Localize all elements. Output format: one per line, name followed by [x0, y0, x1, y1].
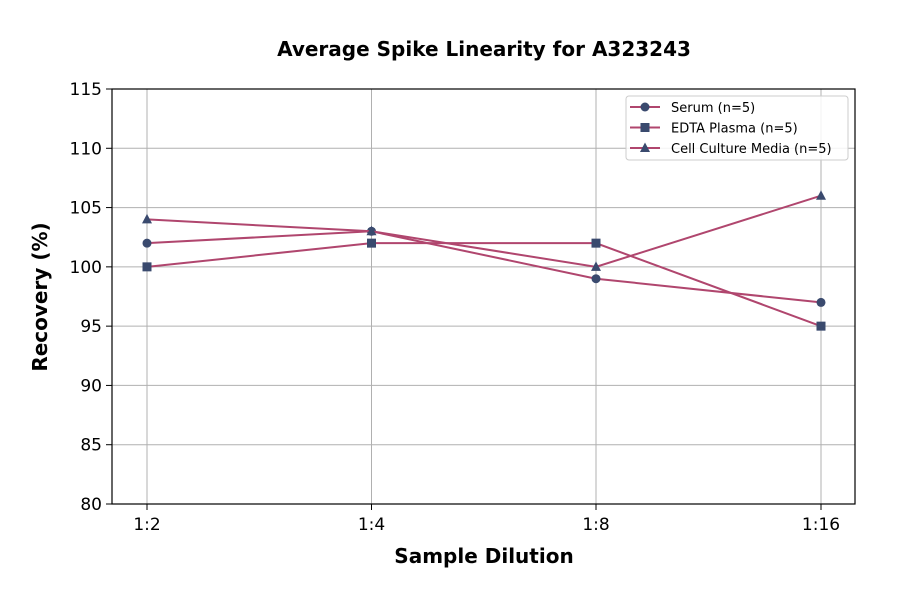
y-tick-label: 90 [80, 376, 102, 396]
data-point-0-0 [142, 238, 152, 248]
x-tick-label: 1:16 [802, 515, 840, 535]
x-axis-label: Sample Dilution [394, 544, 573, 568]
x-tick-label: 1:4 [358, 515, 385, 535]
series-line-0 [146, 230, 822, 304]
legend-marker [640, 142, 650, 152]
series-line-2 [146, 194, 822, 268]
data-point-1-3 [816, 321, 826, 331]
data-point-2-3 [816, 190, 826, 200]
data-point-1-0 [142, 262, 152, 272]
legend-marker [640, 123, 650, 132]
y-tick-label: 105 [70, 199, 102, 219]
legend-marker [640, 102, 650, 112]
data-point-2-0 [142, 213, 152, 224]
chart-title: Average Spike Linearity for A323243 [277, 37, 691, 61]
y-tick-label: 85 [80, 436, 102, 456]
legend-box [625, 95, 849, 161]
y-tick-label: 95 [80, 317, 102, 337]
data-point-1-1 [367, 238, 376, 248]
y-tick-label: 80 [80, 495, 102, 515]
x-tick-label: 1:8 [582, 515, 609, 535]
data-point-0-2 [591, 274, 601, 284]
legend-label: Cell Culture Media (n=5) [671, 142, 832, 157]
x-tick-label: 1:2 [133, 515, 160, 535]
y-tick-label: 100 [70, 258, 102, 278]
data-point-0-3 [816, 297, 826, 307]
data-point-2-2 [591, 261, 601, 271]
legend-label: EDTA Plasma (n=5) [671, 122, 798, 137]
legend-label: Serum (n=5) [671, 101, 755, 116]
y-axis-label: Recovery (%) [28, 222, 52, 371]
y-tick-label: 110 [70, 139, 102, 159]
data-point-1-2 [591, 238, 601, 248]
data-point-2-1 [366, 225, 377, 236]
y-tick-label: 115 [70, 80, 102, 100]
plot-frame [111, 88, 856, 505]
series-line-1 [146, 242, 822, 328]
